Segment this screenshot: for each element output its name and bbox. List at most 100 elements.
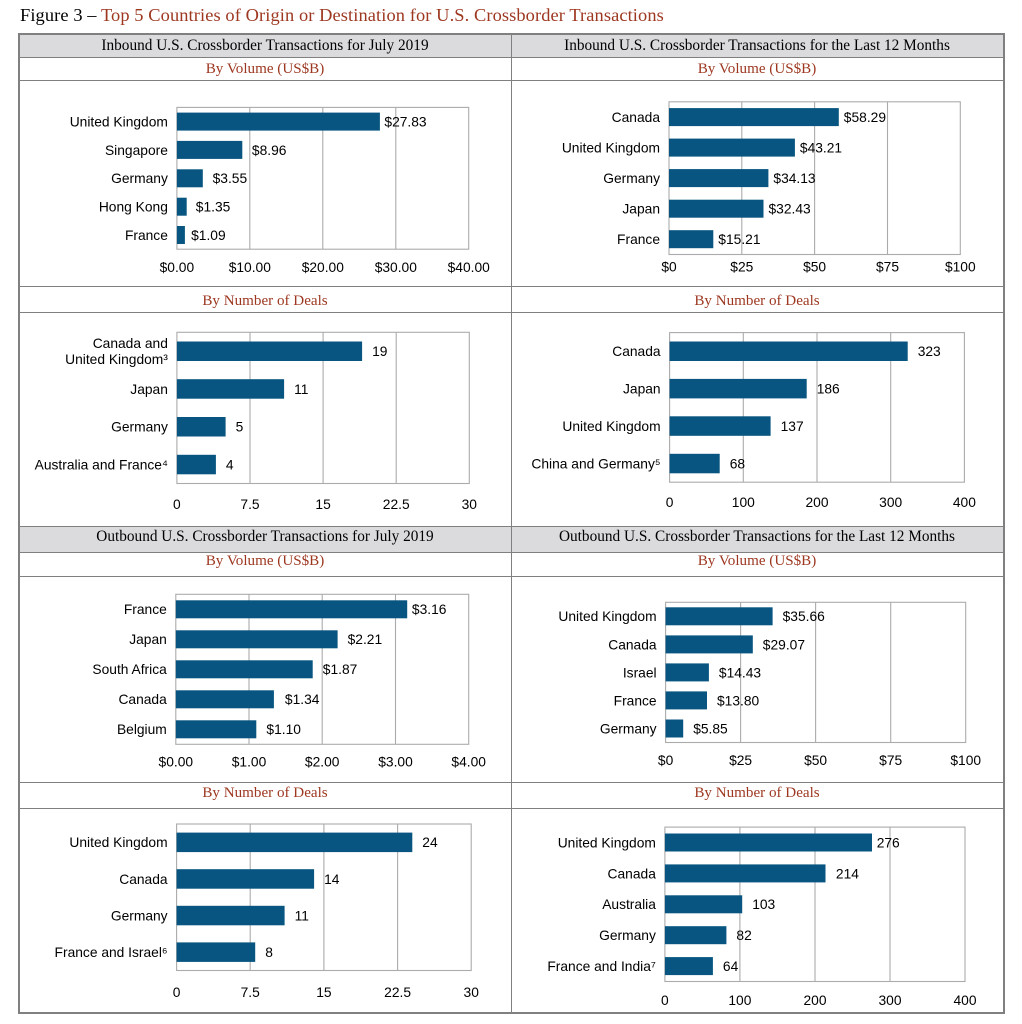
svg-text:$8.96: $8.96 [252,143,287,158]
svg-text:400: 400 [953,495,976,510]
svg-text:8: 8 [265,945,273,960]
svg-text:Canada: Canada [612,344,661,359]
svg-text:0: 0 [661,993,669,1008]
svg-text:$43.21: $43.21 [800,141,842,156]
svg-text:China and Germany⁵: China and Germany⁵ [531,456,660,471]
svg-text:82: 82 [736,928,751,943]
svg-text:France and Israel⁶: France and Israel⁶ [55,945,168,960]
svg-text:Japan: Japan [622,202,660,217]
svg-text:Canada: Canada [118,692,167,707]
svg-text:France: France [617,232,660,247]
svg-text:7.5: 7.5 [241,985,261,1000]
svg-text:Belgium: Belgium [117,722,167,737]
svg-text:24: 24 [422,835,438,850]
svg-text:$0: $0 [661,259,677,274]
svg-text:Canada: Canada [608,637,657,652]
svg-text:Hong Kong: Hong Kong [99,200,168,215]
svg-text:$32.43: $32.43 [769,202,812,217]
svg-text:$50: $50 [804,753,827,768]
svg-text:Canada: Canada [612,110,661,125]
svg-text:France: France [124,602,167,617]
svg-text:214: 214 [836,866,859,881]
svg-text:$2.21: $2.21 [348,632,383,647]
svg-text:Japan: Japan [623,382,661,397]
svg-text:400: 400 [953,993,976,1008]
svg-text:200: 200 [805,495,828,510]
svg-text:$75: $75 [879,753,902,768]
svg-text:30: 30 [464,985,480,1000]
svg-text:137: 137 [781,419,804,434]
svg-text:11: 11 [294,382,308,397]
svg-text:$35.66: $35.66 [783,609,826,624]
svg-text:Germany: Germany [111,171,168,186]
svg-text:Canada and: Canada and [93,336,168,351]
svg-text:Japan: Japan [130,382,168,397]
svg-text:Canada: Canada [608,866,657,881]
svg-text:$1.09: $1.09 [191,228,226,243]
svg-text:$4.00: $4.00 [451,754,486,769]
svg-text:United Kingdom: United Kingdom [562,419,660,434]
svg-text:France: France [614,693,657,708]
svg-text:103: 103 [752,897,775,912]
svg-text:$1.10: $1.10 [266,722,301,737]
svg-text:300: 300 [878,993,901,1008]
svg-text:$13.80: $13.80 [717,693,760,708]
svg-text:$20.00: $20.00 [302,260,345,275]
svg-text:Germany: Germany [111,420,168,435]
svg-text:United Kingdom: United Kingdom [562,141,660,156]
svg-text:68: 68 [730,456,746,471]
svg-text:7.5: 7.5 [240,497,260,512]
svg-text:$27.83: $27.83 [384,115,427,130]
svg-text:Singapore: Singapore [105,143,168,158]
svg-text:$100: $100 [950,753,981,768]
svg-text:Japan: Japan [129,632,167,647]
svg-text:100: 100 [728,993,751,1008]
svg-text:22.5: 22.5 [383,497,410,512]
svg-text:France: France [125,228,168,243]
svg-text:15: 15 [316,985,332,1000]
svg-text:$3.16: $3.16 [412,602,447,617]
svg-text:Germany: Germany [600,721,657,736]
svg-text:Canada: Canada [119,872,168,887]
svg-text:$0: $0 [658,753,674,768]
svg-text:$34.13: $34.13 [773,171,816,186]
svg-text:300: 300 [879,495,902,510]
svg-text:$1.34: $1.34 [285,692,320,707]
svg-text:$15.21: $15.21 [718,232,760,247]
svg-text:4: 4 [226,458,234,473]
svg-text:$5.85: $5.85 [693,721,728,736]
svg-text:200: 200 [803,993,826,1008]
svg-text:$3.00: $3.00 [378,754,413,769]
svg-text:$1.00: $1.00 [232,754,267,769]
svg-text:$0.00: $0.00 [160,260,195,275]
svg-text:$3.55: $3.55 [213,171,248,186]
svg-text:64: 64 [723,959,739,974]
svg-text:United Kingdom: United Kingdom [69,835,167,850]
svg-text:Germany: Germany [111,909,168,924]
svg-text:United Kingdom: United Kingdom [70,115,168,130]
svg-text:100: 100 [732,495,755,510]
svg-text:$40.00: $40.00 [448,260,491,275]
svg-text:Australia: Australia [602,897,656,912]
svg-text:5: 5 [236,420,244,435]
svg-text:United Kingdom: United Kingdom [558,835,656,850]
svg-text:276: 276 [877,835,900,850]
svg-text:France and India⁷: France and India⁷ [547,959,656,974]
svg-text:$1.35: $1.35 [196,200,231,215]
svg-text:11: 11 [295,909,309,924]
svg-text:United Kingdom³: United Kingdom³ [65,352,168,367]
svg-text:$25: $25 [729,753,752,768]
svg-text:$0.00: $0.00 [159,754,194,769]
svg-text:Australia and France⁴: Australia and France⁴ [35,458,168,473]
svg-text:Germany: Germany [599,928,656,943]
svg-text:186: 186 [817,382,840,397]
svg-text:$25: $25 [730,259,753,274]
svg-text:Germany: Germany [603,171,660,186]
svg-text:30: 30 [462,497,478,512]
svg-text:$2.00: $2.00 [305,754,340,769]
svg-text:$10.00: $10.00 [229,260,272,275]
svg-text:15: 15 [315,497,331,512]
svg-text:14: 14 [324,872,340,887]
svg-text:0: 0 [173,497,181,512]
svg-text:$30.00: $30.00 [375,260,418,275]
